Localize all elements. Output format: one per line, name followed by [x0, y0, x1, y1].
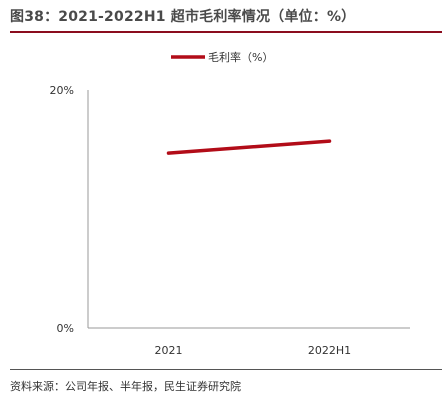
y-tick-labels: 0% 20% [50, 84, 74, 335]
x-tick-labels: 2021 2022H1 [155, 344, 352, 357]
chart-canvas: 毛利率（%） 0% 20% 2021 2022H1 [50, 50, 410, 357]
source-note: 资料来源：公司年报、半年报，民生证券研究院 [10, 380, 241, 393]
title-divider [10, 31, 442, 33]
series-group [166, 139, 332, 155]
chart-title: 图38：2021-2022H1 超市毛利率情况（单位：%） [10, 9, 356, 25]
x-tick-label: 2022H1 [308, 344, 351, 357]
x-tick-label: 2021 [155, 344, 183, 357]
legend-label: 毛利率（%） [208, 50, 273, 64]
footer-divider [10, 369, 442, 370]
series-line-gross-margin [166, 139, 332, 155]
axes [87, 90, 410, 329]
y-tick-label: 0% [57, 322, 74, 335]
y-tick-label: 20% [50, 84, 74, 97]
legend: 毛利率（%） [171, 50, 273, 64]
